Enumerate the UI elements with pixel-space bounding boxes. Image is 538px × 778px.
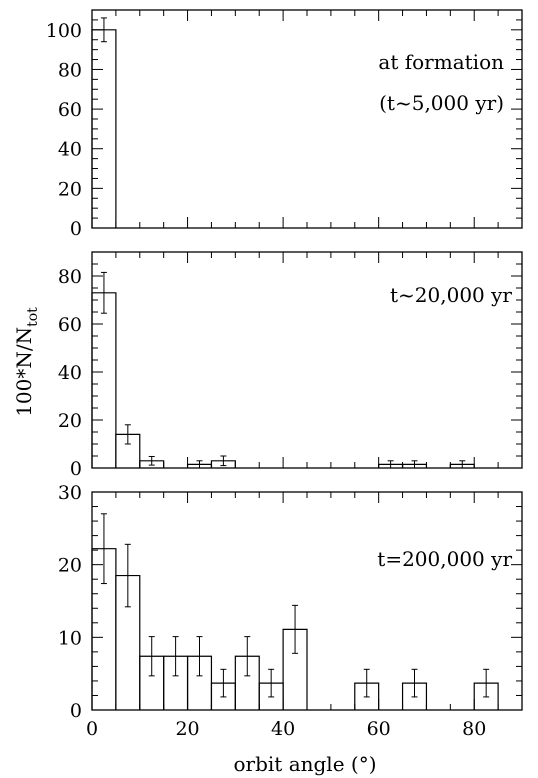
error-bar — [148, 455, 155, 466]
y-tick-label: 60 — [58, 314, 82, 336]
y-tick-label: 20 — [58, 178, 82, 200]
error-bar — [244, 636, 251, 677]
panel-2: 0 20 40 60 80 t~20,000 yr — [58, 251, 523, 480]
panel-3: 0 10 20 30 0 20 40 60 80 t=200,000 yr — [58, 482, 523, 740]
error-bar — [124, 424, 131, 445]
error-bar — [100, 271, 107, 314]
y-tick-label: 0 — [70, 218, 82, 240]
error-bar — [172, 636, 179, 677]
panel-annotation: t~20,000 yr — [390, 283, 512, 307]
error-bar — [483, 668, 490, 698]
error-bar — [148, 636, 155, 677]
y-tick-label: 0 — [70, 700, 82, 722]
error-bar — [196, 636, 203, 677]
x-tick-label: 0 — [86, 718, 98, 740]
panel-annotation: at formation — [378, 50, 504, 74]
x-tick-label: 60 — [367, 718, 391, 740]
y-tick-label: 0 — [70, 458, 82, 480]
error-bar — [196, 460, 203, 469]
error-bar — [220, 668, 227, 698]
panel-annotation: (t~5,000 yr) — [379, 91, 504, 115]
y-axis-label: 100*N/Ntot — [12, 307, 41, 417]
error-bar — [100, 17, 107, 43]
panel-1: 0 20 40 60 80 100 at formation (t~5,000 yr) — [46, 9, 523, 240]
x-tick-label: 40 — [271, 718, 295, 740]
error-bar — [100, 513, 107, 585]
histogram-bar — [91, 292, 117, 468]
y-tick-label: 20 — [58, 410, 82, 432]
error-bar — [220, 455, 227, 467]
y-tick-label: 40 — [58, 362, 82, 384]
y-tick-label: 30 — [58, 482, 82, 504]
y-axis-label-main: 100*N/N — [12, 327, 36, 417]
y-tick-label: 20 — [58, 555, 82, 577]
y-tick-label: 100 — [46, 20, 82, 42]
y-tick-label: 80 — [58, 266, 82, 288]
error-bar — [387, 460, 394, 469]
panel-annotation: t=200,000 yr — [377, 547, 512, 571]
x-axis-label: orbit angle (°) — [234, 752, 377, 776]
error-bar — [411, 460, 418, 469]
x-tick-label: 20 — [175, 718, 199, 740]
error-bar — [124, 543, 131, 608]
y-tick-label: 10 — [58, 627, 82, 649]
x-tick-label: 80 — [462, 718, 486, 740]
error-bar — [363, 668, 370, 698]
error-bar — [268, 668, 275, 698]
error-bar — [459, 460, 466, 469]
y-axis-label-subscript: tot — [25, 307, 41, 327]
panel-frame — [91, 9, 523, 229]
error-bar — [292, 604, 299, 654]
y-tick-label: 60 — [58, 99, 82, 121]
error-bar — [411, 668, 418, 698]
y-tick-label: 40 — [58, 139, 82, 161]
y-tick-label: 80 — [58, 59, 82, 81]
